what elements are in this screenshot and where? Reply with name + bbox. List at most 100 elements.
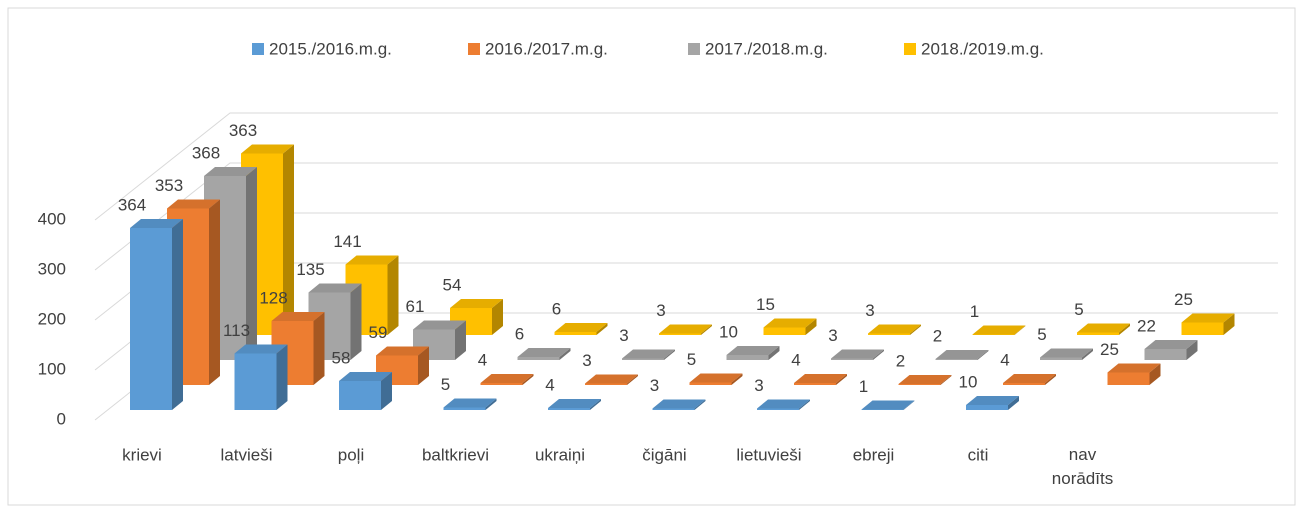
bar-top <box>241 144 294 154</box>
bar-front <box>622 358 664 360</box>
data-label: 3 <box>656 301 665 320</box>
x-tick-label: baltkrievi <box>422 445 489 464</box>
bar <box>966 396 1019 410</box>
legend-swatch <box>688 43 700 55</box>
data-label: 3 <box>582 351 591 370</box>
bar-top <box>794 374 847 383</box>
bar-side <box>1008 396 1019 410</box>
data-label: 113 <box>223 321 250 340</box>
bar-side <box>940 375 952 385</box>
bar-top <box>443 398 497 408</box>
bar <box>1181 313 1235 335</box>
bar-side <box>664 349 675 360</box>
data-label: 2 <box>896 351 905 370</box>
bar <box>376 346 429 385</box>
y-tick-label: 400 <box>38 209 66 228</box>
bar-top <box>972 325 1026 335</box>
bar-front <box>659 333 701 335</box>
legend-label: 2015./2016.m.g. <box>269 39 392 58</box>
bar-side <box>1014 325 1026 335</box>
bar <box>898 375 952 385</box>
data-label: 3 <box>865 301 874 320</box>
bar-top <box>271 312 325 321</box>
bar-top <box>622 349 675 359</box>
bar-top <box>554 323 608 332</box>
bar-side <box>387 255 399 335</box>
bar-side <box>768 346 780 360</box>
bar <box>831 349 884 360</box>
data-label: 5 <box>687 350 696 369</box>
x-tick-label: poļi <box>338 445 364 464</box>
bar <box>480 374 534 385</box>
bar-front <box>972 334 1015 335</box>
bar <box>443 398 497 410</box>
bar-front <box>480 383 523 385</box>
bar-side <box>590 399 601 410</box>
bar-front <box>234 353 277 410</box>
bar <box>1144 340 1198 360</box>
y-tick-label: 0 <box>57 409 66 428</box>
bar-side <box>836 374 847 385</box>
bar-front <box>726 355 769 360</box>
bar-side <box>1186 340 1198 360</box>
bar-side <box>873 349 884 360</box>
bar <box>1077 323 1130 335</box>
bar-top <box>898 375 952 384</box>
bar-top <box>868 324 921 334</box>
bar-top <box>450 299 503 308</box>
data-label: 3 <box>619 326 628 345</box>
bar-top <box>659 324 712 334</box>
legend-swatch <box>252 43 264 55</box>
bar-front <box>517 357 560 360</box>
bar-side <box>209 199 220 385</box>
bar-front <box>130 228 172 410</box>
bar-front <box>585 383 627 385</box>
bar-top <box>517 348 571 357</box>
data-label: 1 <box>970 302 979 321</box>
x-tick-label: čigāni <box>642 445 686 464</box>
bar-front <box>548 408 590 410</box>
bar-side <box>350 283 362 360</box>
bar-top <box>861 400 915 410</box>
data-label: 128 <box>259 288 287 307</box>
bar-top <box>1144 340 1198 349</box>
data-label: 25 <box>1100 340 1119 359</box>
bar-top <box>652 399 706 409</box>
bar-top <box>548 399 601 408</box>
bar-top <box>308 283 362 293</box>
x-tick-label: ebreji <box>853 445 895 464</box>
data-label: 6 <box>515 324 524 343</box>
bar <box>794 374 847 385</box>
bar-side <box>381 372 392 410</box>
data-label: 363 <box>229 121 257 140</box>
bar-side <box>246 167 257 360</box>
bar-side <box>455 320 466 360</box>
bar-top <box>1077 323 1130 333</box>
bar-side <box>701 324 712 335</box>
data-label: 5 <box>1074 300 1083 319</box>
bar-top <box>966 396 1019 405</box>
bar-top <box>1107 363 1161 373</box>
y-tick-label: 200 <box>38 309 66 328</box>
bar-front <box>1040 357 1082 360</box>
data-label: 22 <box>1137 316 1156 335</box>
data-label: 3 <box>828 326 837 345</box>
x-tick-label: lietuvieši <box>736 445 801 464</box>
bar-front <box>794 383 836 385</box>
bar-side <box>1119 323 1130 335</box>
bar-front <box>1144 349 1187 360</box>
bar-front <box>1003 383 1045 385</box>
grid-line <box>94 112 1278 221</box>
bar <box>726 346 780 360</box>
data-label: 353 <box>155 176 183 195</box>
bar-front <box>443 407 486 410</box>
data-label: 3 <box>650 376 659 395</box>
bar-top <box>763 318 817 328</box>
data-label: 2 <box>933 326 942 345</box>
bar-side <box>418 346 429 385</box>
bar <box>548 399 601 410</box>
bar-top <box>831 349 884 359</box>
bar <box>689 373 743 385</box>
data-label: 15 <box>756 295 775 314</box>
